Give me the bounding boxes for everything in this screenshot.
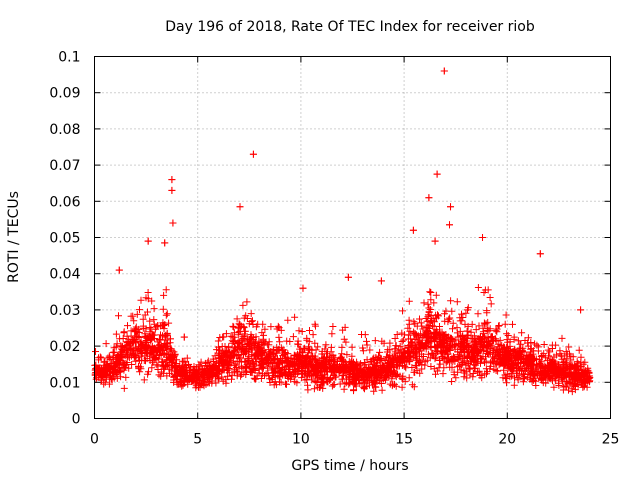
axis-ticks-layer: [94, 56, 611, 419]
data-point: [236, 203, 244, 211]
data-point: [479, 234, 487, 241]
x-tick-label: 10: [292, 432, 310, 448]
data-point: [536, 250, 544, 258]
y-tick-label: 0.03: [49, 303, 80, 319]
data-point: [446, 221, 454, 229]
y-axis-title: ROTI / TECUs: [6, 191, 22, 283]
x-tick-label: 5: [193, 432, 202, 448]
data-point: [299, 284, 307, 292]
y-tick-label: 0.06: [49, 194, 80, 210]
y-tick-label: 0.05: [49, 231, 80, 247]
x-tick-label: 0: [90, 432, 99, 448]
x-tick-label: 15: [395, 432, 413, 448]
data-point: [168, 186, 176, 194]
x-axis-title: GPS time / hours: [291, 458, 408, 474]
data-point: [161, 239, 169, 247]
data-point: [440, 67, 448, 75]
y-tick-label: 0.02: [49, 339, 80, 355]
data-point: [433, 170, 441, 178]
data-point: [447, 203, 455, 211]
grid-layer: [94, 56, 611, 419]
y-tick-label: 0.08: [49, 122, 80, 138]
data-point: [425, 194, 433, 202]
data-point: [249, 150, 257, 158]
data-point-cloud: [91, 67, 594, 396]
data-point: [377, 277, 385, 285]
y-tick-label: 0.07: [49, 158, 80, 174]
chart-title: Day 196 of 2018, Rate Of TEC Index for r…: [165, 19, 535, 35]
tick-labels-layer: 0 5 10 15 20 25 0 0.01 0.02 0.03 0.04 0.05 0.06 0.07 0…: [49, 50, 619, 448]
x-tick-label: 20: [498, 432, 516, 448]
data-point: [168, 176, 176, 184]
y-tick-label: 0: [72, 412, 81, 428]
y-tick-label: 0.09: [49, 86, 80, 102]
y-tick-label: 0.04: [49, 267, 80, 283]
data-point: [144, 237, 152, 245]
data-point: [169, 219, 177, 227]
y-tick-label: 0.01: [49, 375, 80, 391]
y-tick-label: 0.1: [58, 50, 80, 66]
data-point: [344, 273, 352, 281]
data-point: [409, 226, 417, 234]
data-point: [431, 237, 439, 245]
data-points-layer: [91, 67, 594, 396]
data-point: [92, 348, 100, 356]
x-tick-label: 25: [602, 432, 620, 448]
data-point: [577, 306, 585, 314]
data-point: [115, 266, 123, 274]
data-point: [180, 333, 188, 341]
